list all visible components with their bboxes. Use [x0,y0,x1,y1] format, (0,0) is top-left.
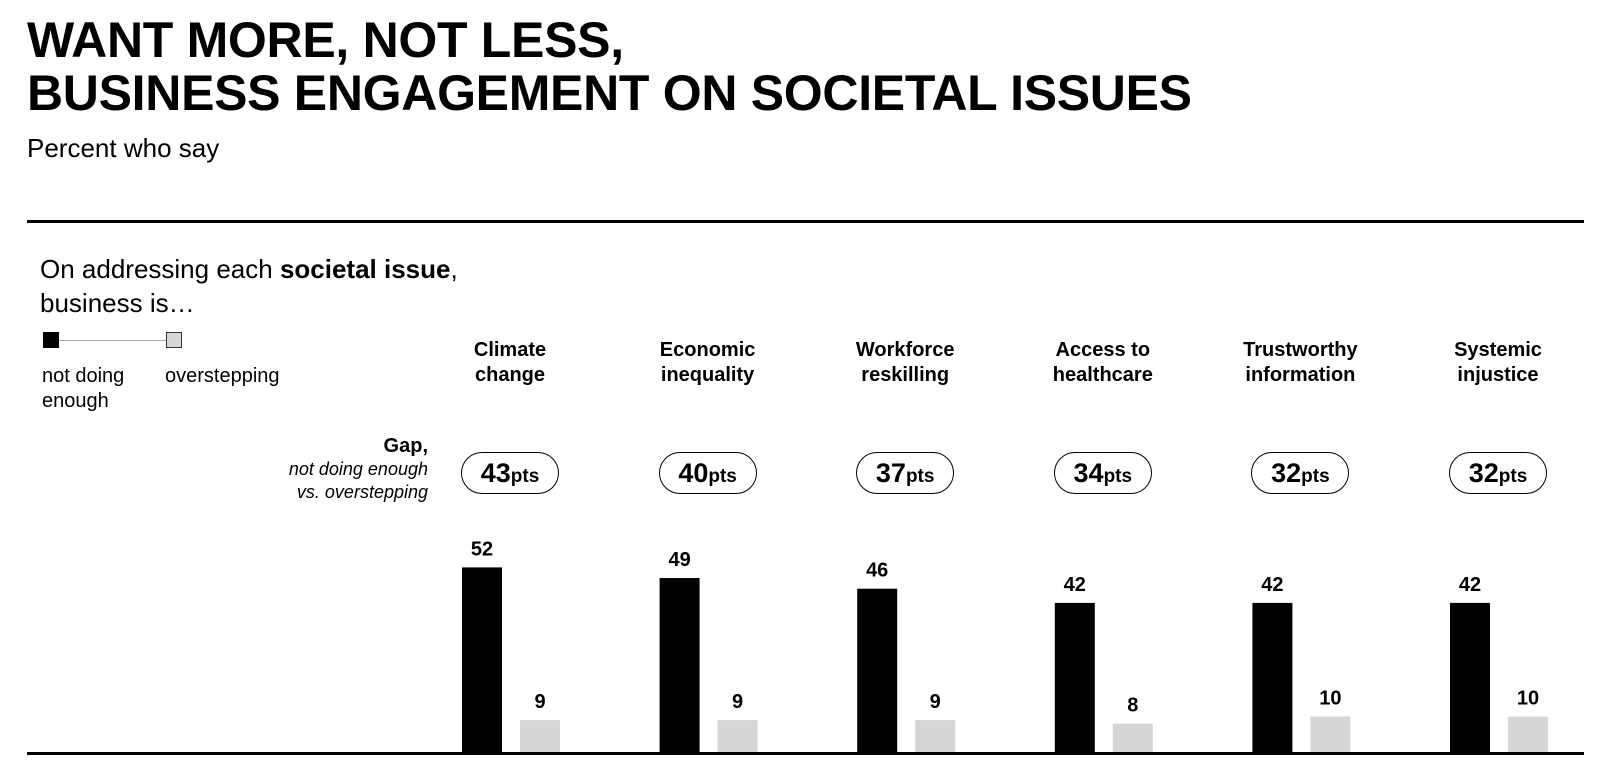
baseline [27,752,1584,755]
data-label: 46 [866,560,888,582]
question-bold: societal issue [279,254,451,284]
gap-unit: pts [1498,466,1528,487]
category-label-line: inequality [660,364,755,386]
legend-label-not-doing-enough: not doing enough [42,365,125,412]
category-label: Access to healthcare [1018,338,1188,388]
gap-pill: 32pts [1251,452,1350,494]
bar-overstepping [717,720,758,752]
gap-label-line-2: vs. overstepping [296,482,428,502]
category-label: Climate change [425,338,595,388]
bar-not-doing-enough [1252,602,1293,752]
gap-value: 34 [1073,458,1104,488]
bar-overstepping [1310,716,1351,752]
gap-unit: pts [905,466,935,487]
category-label-line: change [474,364,546,386]
category-label-line: reskilling [861,364,950,386]
bar-not-doing-enough [659,578,700,752]
data-label: 9 [732,691,743,713]
gap-value: 40 [678,458,709,488]
gap-pill: 43pts [461,452,559,494]
question-text: On addressing each societal issue, busin… [40,252,458,320]
question-part-2: , [450,254,458,284]
legend-swatch-not-doing-enough [43,332,59,348]
gap-label-line-1: not doing enough [288,459,428,479]
top-divider [27,220,1584,223]
title-line-1: WANT MORE, NOT LESS, [27,12,624,68]
data-label: 49 [668,549,690,571]
gap-label-title: Gap, [383,435,428,457]
bar-not-doing-enough [1054,602,1095,752]
gap-unit: pts [510,466,540,487]
bar-overstepping [915,720,956,752]
category-label-line: Trustworthy [1243,339,1358,361]
gap-value: 37 [875,458,906,488]
gap-pill: 37pts [856,452,955,494]
gap-pill: 32pts [1449,452,1547,494]
category-label-line: healthcare [1052,364,1153,386]
category-label: Trustworthy information [1215,338,1385,388]
data-label: 10 [1319,688,1341,710]
category-label: Systemic injustice [1413,338,1583,388]
data-label: 9 [930,691,941,713]
data-label: 42 [1261,574,1283,596]
legend-label-overstepping: overstepping [165,365,280,387]
bar-not-doing-enough [857,588,898,752]
category-label: Workforce reskilling [820,338,990,388]
title-line-2: BUSINESS ENGAGEMENT ON SOCIETAL ISSUES [27,65,1192,121]
legend-connector [54,340,172,341]
gap-unit: pts [708,466,737,487]
bar-overstepping [1112,723,1153,752]
category-label-line: Economic [659,339,756,361]
bar-overstepping [520,720,560,752]
gap-value: 32 [1271,458,1302,488]
page-title: WANT MORE, NOT LESS, BUSINESS ENGAGEMENT… [27,14,1192,120]
category-label-line: injustice [1457,364,1539,386]
gap-unit: pts [1301,466,1330,487]
bar-not-doing-enough [462,567,502,752]
data-label: 42 [1459,574,1481,596]
category-label-line: Workforce [855,339,955,361]
bar-not-doing-enough [1450,602,1490,752]
subtitle: Percent who say [27,133,220,163]
data-label: 52 [471,538,493,560]
data-label: 8 [1127,695,1138,717]
category-label: Economic inequality [623,338,793,388]
gap-label: Gap, not doing enough vs. overstepping [289,435,428,504]
gap-pill: 40pts [658,452,757,494]
category-label-line: Systemic [1454,339,1542,361]
category-label-line: information [1245,364,1356,386]
question-line-2: business is… [40,288,195,318]
category-label-line: Access to [1055,339,1151,361]
bar-overstepping [1508,716,1548,752]
data-label: 10 [1517,688,1539,710]
data-label: 42 [1064,574,1086,596]
question-part-1: On addressing each [40,254,280,284]
gap-value: 32 [1468,458,1499,488]
gap-unit: pts [1103,466,1133,487]
legend-swatch-overstepping [166,332,182,348]
gap-value: 43 [480,458,511,488]
category-label-line: Climate [473,339,547,361]
data-label: 9 [534,691,545,713]
gap-pill: 34pts [1053,452,1152,494]
